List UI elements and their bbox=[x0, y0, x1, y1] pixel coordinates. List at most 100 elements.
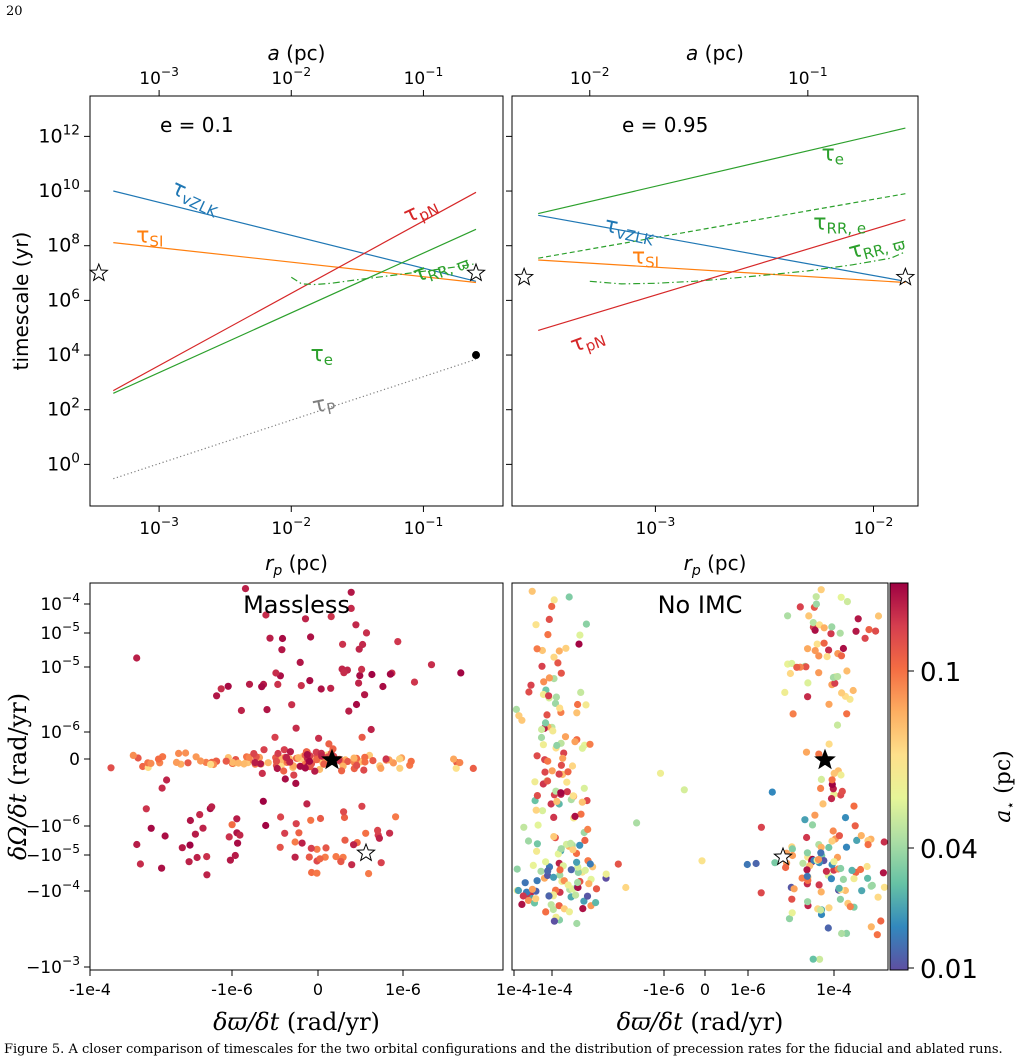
scatter-point bbox=[557, 845, 565, 853]
scatter-point bbox=[313, 845, 321, 853]
scatter-point bbox=[577, 810, 585, 818]
scatter-point bbox=[822, 867, 831, 875]
scatter-point bbox=[305, 757, 314, 765]
y-tick-label: 10−6 bbox=[40, 719, 80, 743]
scatter-point bbox=[575, 640, 583, 648]
scatter-point bbox=[828, 776, 836, 784]
scatter-point bbox=[313, 756, 321, 764]
scatter-point bbox=[817, 906, 825, 914]
scatter-point bbox=[817, 849, 825, 857]
scatter-point bbox=[579, 905, 587, 913]
y-tick-label: −10−4 bbox=[26, 878, 80, 902]
scatter-point bbox=[274, 680, 282, 689]
scatter-point bbox=[802, 663, 810, 671]
scatter-point bbox=[877, 917, 885, 925]
scatter-point bbox=[564, 881, 572, 889]
scatter-point bbox=[784, 612, 792, 620]
scatter-point bbox=[820, 624, 828, 632]
series-label-pN: τpN bbox=[567, 323, 608, 360]
scatter-point bbox=[512, 705, 521, 714]
scatter-point bbox=[297, 682, 305, 690]
scatter-point bbox=[281, 775, 289, 783]
scatter-point bbox=[811, 647, 819, 655]
figure-caption: Figure 5. A closer comparison of timesca… bbox=[4, 1042, 1003, 1057]
scatter-point bbox=[288, 701, 296, 709]
scatter-point bbox=[537, 867, 545, 875]
top-tick-label: 10−1 bbox=[404, 65, 444, 89]
scatter-point bbox=[835, 884, 843, 892]
scatter-point bbox=[203, 853, 211, 861]
colorbar: 0.1 0.04 0.01 a⋆ (pc) bbox=[889, 582, 1019, 985]
scatter-point bbox=[260, 746, 268, 754]
scatter-point bbox=[563, 778, 571, 786]
scatter-point bbox=[873, 931, 881, 939]
scatter-point bbox=[556, 871, 564, 879]
scatter-point bbox=[865, 626, 873, 634]
scatter-point bbox=[828, 623, 836, 631]
scatter-point bbox=[259, 797, 267, 805]
scatter-point bbox=[528, 587, 536, 595]
scatter-point bbox=[578, 744, 587, 752]
scatter-point bbox=[830, 858, 838, 866]
scatter-point bbox=[361, 758, 369, 766]
x-axis-label: δϖ/δt (rad/yr) bbox=[617, 1008, 784, 1036]
scatter-point bbox=[344, 757, 352, 766]
scatter-point bbox=[337, 858, 345, 866]
scatter-point bbox=[262, 611, 270, 619]
scatter-point bbox=[557, 761, 566, 769]
scatter-point bbox=[842, 843, 851, 851]
scatter-point bbox=[107, 764, 115, 772]
y-tick-label: 1012 bbox=[38, 122, 80, 147]
x-tick-label: 0 bbox=[313, 980, 323, 999]
scatter-point bbox=[392, 813, 400, 821]
scatter-point bbox=[815, 750, 823, 758]
scatter-point bbox=[874, 893, 882, 901]
figure: 10−3 10−2 10−1 10−3 10−2 10−1 100 102 104 106 108 1… bbox=[4, 41, 1019, 1036]
x-tick-label: 1e-6 bbox=[385, 980, 421, 999]
scatter-point bbox=[809, 619, 817, 627]
scatter-point bbox=[827, 875, 836, 883]
colorbar-tick-label: 0.1 bbox=[920, 658, 961, 688]
scatter-point bbox=[803, 833, 811, 842]
scatter-point bbox=[228, 821, 236, 829]
scatter-point bbox=[538, 807, 547, 815]
scatter-point bbox=[241, 585, 250, 593]
scatter-point bbox=[362, 829, 370, 837]
scatter-point bbox=[520, 823, 528, 831]
scatter-point bbox=[533, 840, 542, 848]
scatter-point bbox=[540, 678, 548, 686]
scatter-point bbox=[355, 679, 363, 687]
scatter-point bbox=[532, 895, 540, 903]
scatter-point bbox=[768, 788, 776, 796]
scatter-point bbox=[340, 808, 348, 816]
scatter-point bbox=[352, 621, 360, 629]
scatter-point bbox=[602, 870, 610, 878]
scatter-point bbox=[286, 748, 294, 756]
top-tick-label: 10−3 bbox=[139, 65, 179, 89]
scatter-point bbox=[548, 767, 556, 775]
series-e bbox=[113, 228, 477, 394]
scatter-point bbox=[262, 821, 270, 830]
scatter-point bbox=[350, 841, 358, 849]
scatter-point bbox=[225, 833, 233, 841]
scatter-point bbox=[851, 822, 859, 830]
scatter-point bbox=[379, 682, 387, 691]
scatter-point bbox=[226, 856, 234, 864]
scatter-point bbox=[233, 815, 241, 823]
y-axis-label: timescale (yr) bbox=[9, 232, 33, 371]
scatter-point bbox=[547, 901, 555, 909]
scatter-point bbox=[163, 776, 171, 784]
scatter-point bbox=[456, 759, 464, 767]
y-tick-label: 0 bbox=[69, 750, 80, 770]
scatter-point bbox=[833, 721, 842, 729]
scatter-point bbox=[327, 613, 335, 621]
scatter-point bbox=[450, 755, 458, 763]
scatter-point bbox=[182, 749, 190, 757]
scatter-point bbox=[521, 879, 529, 887]
top-tick-label: 10−2 bbox=[570, 65, 610, 89]
scatter-point bbox=[864, 841, 872, 849]
open-star-marker bbox=[356, 842, 376, 862]
scatter-point bbox=[849, 686, 857, 695]
scatter-point bbox=[356, 672, 364, 680]
top-axis-label: a (pc) bbox=[686, 41, 744, 65]
